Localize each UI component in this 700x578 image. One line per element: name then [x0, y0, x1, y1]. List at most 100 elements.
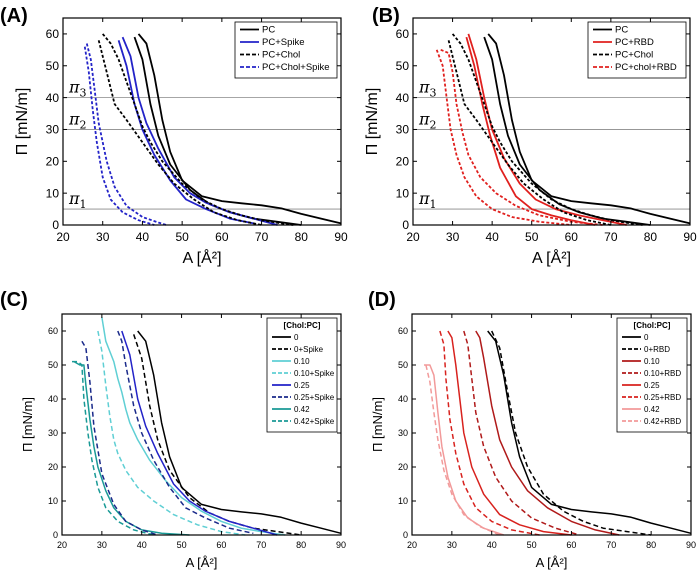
legend-label: PC	[262, 25, 275, 36]
x-tick-label: 40	[136, 230, 150, 244]
legend-label: 0.10	[294, 357, 310, 366]
x-tick-label: 90	[683, 230, 697, 244]
y-tick-label: 0	[53, 530, 58, 540]
series-line-0-spike	[132, 334, 302, 536]
x-tick-label: 60	[215, 230, 229, 244]
legend-label: 0.10+Spike	[294, 369, 335, 378]
legend-box	[587, 21, 687, 79]
y-axis-label: Π [mN/m]	[20, 397, 35, 452]
x-tick-label: 40	[485, 230, 499, 244]
x-tick-label: 20	[406, 230, 420, 244]
legend-label: PC+Chol+Spike	[262, 62, 330, 73]
y-tick-label: 60	[48, 326, 58, 336]
series-line-0-42	[424, 364, 504, 536]
legend-title: [Chol:PC]	[634, 321, 671, 330]
reference-label: π3	[68, 78, 87, 100]
y-tick-label: 50	[46, 59, 60, 73]
legend-label: 0	[294, 333, 299, 342]
series-line-0-25	[121, 330, 278, 536]
y-tick-label: 60	[398, 326, 408, 336]
series-line-0-42-rbd	[425, 364, 500, 536]
y-tick-label: 20	[396, 155, 410, 169]
y-tick-label: 30	[396, 123, 410, 137]
x-axis-label: A [Å²]	[186, 555, 218, 570]
y-tick-label: 60	[396, 27, 410, 41]
x-tick-label: 70	[606, 540, 616, 550]
series-line-pc-chol	[102, 33, 294, 226]
x-tick-label: 30	[446, 230, 460, 244]
legend-title: [Chol:PC]	[284, 321, 321, 330]
y-axis-label: Π [mN/m]	[364, 88, 381, 156]
y-tick-label: 0	[52, 218, 59, 232]
y-tick-label: 0	[403, 530, 408, 540]
y-axis-label: Π [mN/m]	[14, 88, 31, 156]
x-tick-label: 20	[56, 230, 70, 244]
reference-label: π1	[418, 189, 437, 211]
series-line-pc	[487, 33, 691, 225]
series-line-pc-chol	[451, 33, 643, 226]
reference-label: π1	[68, 189, 87, 211]
x-tick-label: 70	[256, 540, 266, 550]
series-line-pc	[137, 33, 342, 225]
y-tick-label: 20	[46, 155, 60, 169]
plot-frame	[412, 17, 691, 226]
legend-label: 0.25	[294, 381, 310, 390]
series-line-0-10	[475, 330, 620, 536]
x-tick-label: 60	[566, 540, 576, 550]
series-line-pc-spike	[117, 40, 254, 225]
y-tick-label: 10	[46, 186, 60, 200]
reference-label: π3	[418, 78, 437, 100]
y-tick-label: 50	[396, 59, 410, 73]
panel-label: (A)	[0, 5, 28, 27]
legend-label: PC+chol+RBD	[615, 62, 677, 73]
y-tick-label: 40	[396, 91, 410, 105]
x-tick-label: 80	[646, 540, 656, 550]
series-line-0-10	[101, 317, 286, 536]
x-tick-label: 50	[525, 230, 539, 244]
series-line-0-10-spike	[97, 330, 246, 536]
x-tick-label: 50	[527, 540, 537, 550]
series-line-0-42	[73, 360, 190, 536]
legend-label: 0+RBD	[644, 345, 670, 354]
legend: [Chol:PC] 0 0+RBD 0.10 0.10+RBD 0.25 0.25+RBD 0…	[616, 317, 688, 433]
x-tick-label: 50	[177, 540, 187, 550]
y-tick-label: 10	[398, 496, 408, 506]
x-tick-label: 60	[565, 230, 579, 244]
y-tick-label: 20	[398, 462, 408, 472]
x-tick-label: 80	[295, 230, 309, 244]
legend-label: PC	[615, 25, 628, 36]
series-line-0-25-spike	[81, 340, 158, 536]
y-tick-label: 50	[398, 360, 408, 370]
series-line-pc-chol-rbd	[435, 49, 572, 226]
y-tick-label: 60	[46, 27, 60, 41]
x-tick-label: 20	[57, 540, 67, 550]
series-line-0-25-rbd	[439, 330, 540, 536]
series-line-0-25	[447, 330, 572, 536]
x-tick-label: 30	[97, 540, 107, 550]
x-tick-label: 80	[296, 540, 306, 550]
legend-label: 0	[644, 333, 649, 342]
series-line-pc-chol	[447, 40, 612, 226]
y-tick-label: 20	[48, 462, 58, 472]
x-tick-label: 20	[407, 540, 417, 550]
legend-label: PC+RBD	[615, 37, 654, 48]
series-line-pc-chol-spike	[83, 46, 155, 226]
y-tick-label: 10	[396, 186, 410, 200]
y-tick-label: 30	[48, 428, 58, 438]
panel-label: (C)	[0, 289, 28, 311]
y-tick-label: 40	[46, 91, 60, 105]
x-tick-label: 70	[255, 230, 269, 244]
legend-label: PC+Chol	[262, 50, 300, 61]
legend: [Chol:PC] 0 0+Spike 0.10 0.10+Spike 0.25 0.25+…	[266, 317, 338, 433]
plot-frame	[62, 17, 342, 226]
legend-label: PC+Spike	[262, 37, 305, 48]
x-tick-label: 30	[447, 540, 457, 550]
panel-b: (B) π3 π2 π1 20 30 40 50 60 70 80 90 0 10 20 30 40 50 60 A …	[364, 5, 697, 267]
legend-label: 0.42	[294, 405, 310, 414]
legend-label: 0.25+Spike	[294, 393, 335, 402]
x-tick-label: 50	[175, 230, 189, 244]
x-tick-label: 60	[216, 540, 226, 550]
